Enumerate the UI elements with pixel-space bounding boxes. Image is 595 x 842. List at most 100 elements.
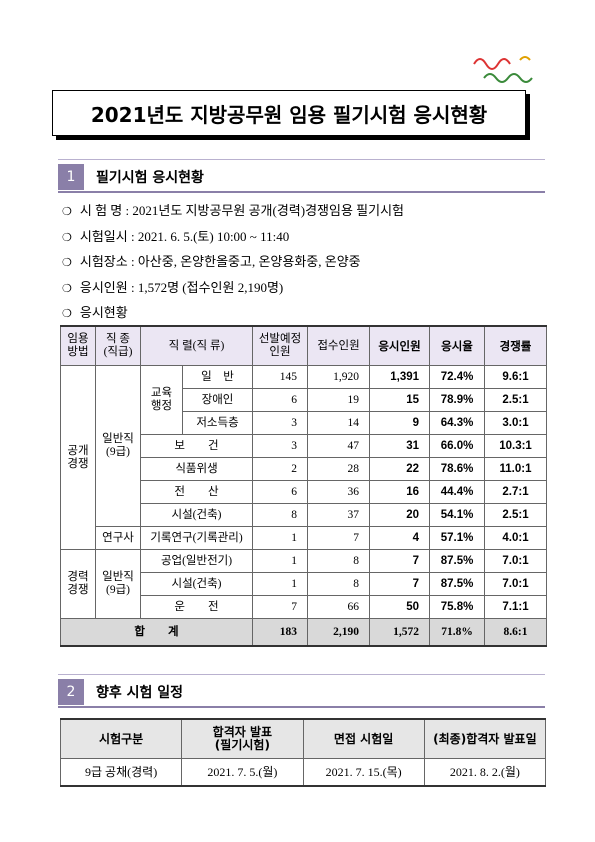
table-row: 시험구분 합격자 발표 (필기시험) 면접 시험일 (최종)합격자 발표일	[59, 718, 547, 759]
layout	[473, 58, 511, 70]
table-cell: 7	[369, 549, 431, 573]
table-cell: 66	[307, 595, 371, 619]
table-cell: 78.6%	[429, 457, 486, 481]
table-cell: 1	[252, 549, 309, 573]
table-cell: 시설(건축)	[139, 503, 254, 527]
table-row: 식품위생 2 28 22 78.6% 11.0:1	[61, 457, 548, 481]
table-cell: 9.6:1	[484, 365, 548, 389]
table-cell: 3	[252, 434, 309, 458]
table-cell: 2021. 8. 2.(월)	[423, 758, 547, 787]
table-cell: 7	[369, 572, 431, 596]
header-cell: 시험구분	[59, 718, 183, 759]
table-cell: 7	[252, 595, 309, 619]
table-cell: 7.1:1	[484, 595, 548, 619]
table-cell: 44.4%	[429, 480, 486, 504]
layout: 시험구분 합격자 발표 (필기시험) 면접 시험일 (최종)합격자 발표일	[59, 718, 547, 759]
table-cell: 64.3%	[429, 411, 486, 435]
info-item: 응시인원 : 1,572명 (접수인원 2,190명)	[62, 275, 404, 301]
table-row: 전 산 6 36 16 44.4% 2.7:1	[61, 480, 548, 504]
table-row: 운 전 7 66 50 75.8% 7.1:1	[61, 595, 548, 619]
table-cell: 47	[307, 434, 371, 458]
table-cell: 16	[369, 480, 431, 504]
table-cell: 50	[369, 595, 431, 619]
table-cell: 15	[369, 388, 431, 412]
table-cell: 183	[252, 618, 309, 647]
table-cell: 87.5%	[429, 549, 486, 573]
table-cell: 20	[369, 503, 431, 527]
table-cell: 2.7:1	[484, 480, 548, 504]
table-cell: 8	[307, 549, 371, 573]
table-cell: 31	[369, 434, 431, 458]
section-number: 2	[58, 679, 84, 705]
table-cell: 28	[307, 457, 371, 481]
table-cell: 일 반	[181, 365, 254, 389]
table-cell: 장애인	[181, 388, 254, 412]
table-cell: 19	[307, 388, 371, 412]
table-row: 시설(건축) 8 37 20 54.1% 2.5:1	[61, 503, 548, 527]
table-row: 합 계 183 2,190 1,572 71.8% 8.6:1	[59, 618, 548, 647]
table-cell: 연구사	[95, 526, 141, 550]
table-cell: 7	[307, 526, 371, 550]
table-cell: 3	[252, 411, 309, 435]
table-cell: 경력 경쟁	[60, 549, 96, 619]
table-cell: 공개 경쟁	[60, 365, 96, 550]
info-item: 응시현황	[62, 300, 404, 326]
table-cell: 8	[252, 503, 309, 527]
header-cell: 합격자 발표 (필기시험)	[181, 718, 304, 759]
table-cell: 3.0:1	[484, 411, 548, 435]
header-cell: 면접 시험일	[302, 718, 425, 759]
layout: 합 계 183 2,190 1,572 71.8% 8.6:1	[59, 618, 548, 647]
table-cell: 저소득층	[181, 411, 254, 435]
header-cell: 응시율	[429, 325, 486, 366]
table-cell: 78.9%	[429, 388, 486, 412]
table-cell: 운 전	[139, 595, 254, 619]
header-cell: 직 종 (직급)	[95, 325, 141, 366]
table-cell: 11.0:1	[484, 457, 548, 481]
table-cell: 보 건	[139, 434, 254, 458]
table-cell: 4.0:1	[484, 526, 548, 550]
table-row: 경력 경쟁 일반직 (9급) 공업(일반전기) 1 8 7 87.5% 7.0:1	[60, 549, 548, 619]
table-cell: 8	[307, 572, 371, 596]
table-cell: 9급 공채(경력)	[59, 758, 183, 787]
section-title: 필기시험 응시현황	[96, 170, 204, 186]
table-row: 보 건 3 47 31 66.0% 10.3:1	[61, 434, 548, 458]
table-cell: 4	[369, 526, 431, 550]
header-cell: (최종)합격자 발표일	[423, 718, 547, 759]
table-cell: 2021. 7. 15.(목)	[302, 758, 425, 787]
table-row: 공개 경쟁 일반직 (9급) 교육 행정 일 반 145 1,920 1,391 72.4% 9…	[60, 365, 548, 550]
table-cell: 시설(건축)	[139, 572, 254, 596]
table-cell: 87.5%	[429, 572, 486, 596]
table-cell: 9	[369, 411, 431, 435]
table-cell: 145	[252, 365, 309, 389]
table-cell: 57.1%	[429, 526, 486, 550]
table-cell: 합 계	[59, 618, 254, 647]
layout: 임용 방법 직 종 (직급) 직 렬(직 류) 선발예정 인원 접수인원 응시인원 응시율 경…	[60, 325, 548, 366]
table-cell: 1,572	[369, 618, 431, 647]
header-cell: 임용 방법	[60, 325, 96, 366]
info-item: 시 험 명 : 2021년도 지방공무원 공개(경력)경쟁임용 필기시험	[62, 198, 404, 224]
header-cell: 직 렬(직 류)	[139, 325, 254, 366]
header-cell: 응시인원	[369, 325, 431, 366]
table-cell: 식품위생	[139, 457, 254, 481]
table-cell: 72.4%	[429, 365, 486, 389]
layout	[483, 73, 533, 83]
layout	[519, 56, 531, 61]
schedule-table: 시험구분 합격자 발표 (필기시험) 면접 시험일 (최종)합격자 발표일 9급 공채…	[59, 718, 547, 787]
info-item: 시험일시 : 2021. 6. 5.(토) 10:00 ~ 11:40	[62, 224, 404, 250]
info-item: 시험장소 : 아산중, 온양한올중고, 온양용화중, 온양중	[62, 249, 404, 275]
status-table: 임용 방법 직 종 (직급) 직 렬(직 류) 선발예정 인원 접수인원 응시인원 응시율 경…	[59, 325, 548, 647]
table-cell: 전 산	[139, 480, 254, 504]
table-cell: 교육 행정	[140, 365, 183, 435]
table-cell: 일반직 (9급)	[95, 365, 141, 527]
table-cell: 6	[252, 388, 309, 412]
info-list: 시 험 명 : 2021년도 지방공무원 공개(경력)경쟁임용 필기시험시험일시…	[62, 198, 404, 326]
table-row: 9급 공채(경력) 2021. 7. 5.(월) 2021. 7. 15.(목) 20…	[59, 758, 547, 787]
table-cell: 8.6:1	[484, 618, 548, 647]
table-cell: 37	[307, 503, 371, 527]
table-cell: 71.8%	[429, 618, 486, 647]
layout: 9급 공채(경력) 2021. 7. 5.(월) 2021. 7. 15.(목) 20…	[59, 758, 547, 787]
table-cell: 2021. 7. 5.(월)	[181, 758, 304, 787]
header-cell: 경쟁률	[484, 325, 548, 366]
table-cell: 6	[252, 480, 309, 504]
